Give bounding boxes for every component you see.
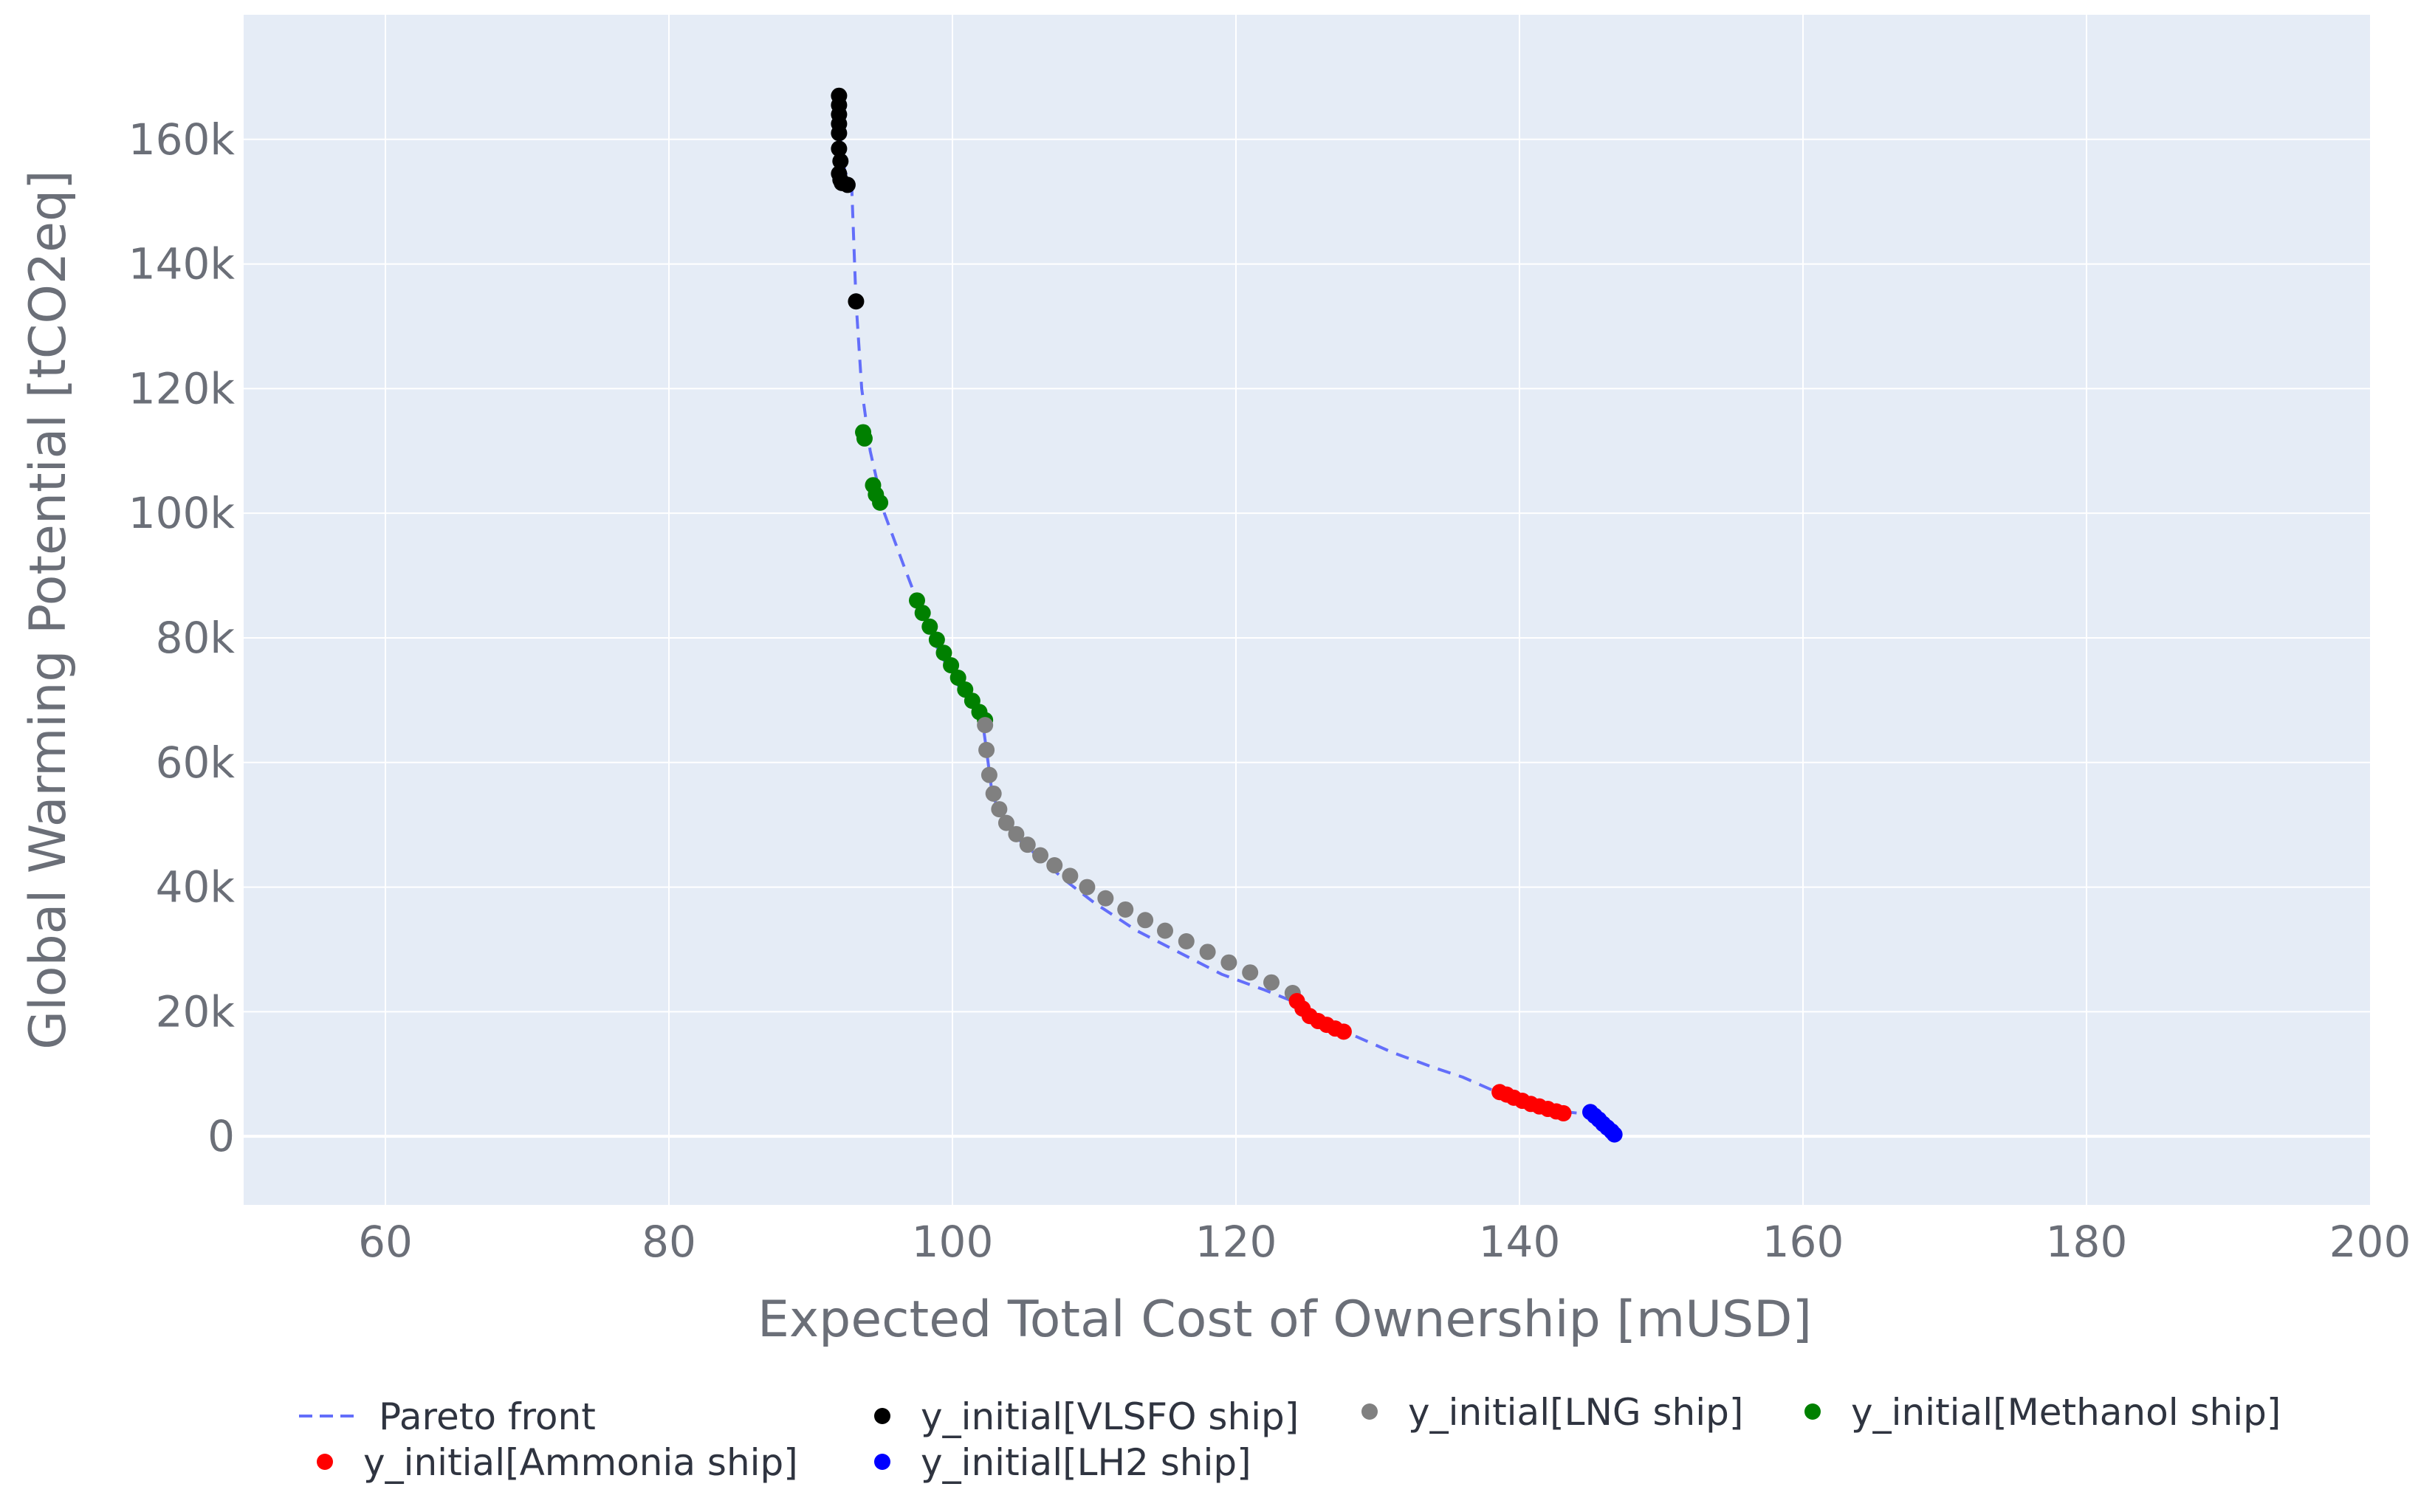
legend-dot-swatch	[874, 1408, 890, 1424]
y-initial-lng-ship-point	[1242, 964, 1259, 981]
y-initial-vlsfo-ship-points	[831, 87, 865, 310]
y-initial-vlsfo-ship-point	[831, 140, 848, 157]
y-initial-lng-ship-point	[1263, 974, 1280, 991]
x-tick-label: 80	[642, 1217, 696, 1267]
legend-item-y-initial-ammonia-ship[interactable]: y_initial[Ammonia ship]	[317, 1441, 798, 1484]
y-initial-methanol-ship-point	[943, 657, 960, 674]
y-initial-lh2-ship-points	[1582, 1104, 1623, 1143]
y-tick-label: 60k	[156, 738, 236, 788]
y-initial-lng-ship-point	[1032, 847, 1049, 864]
y-initial-lng-ship-point	[980, 766, 997, 783]
y-initial-lng-ship-point	[1137, 912, 1154, 929]
y-initial-ammonia-ship-point	[1335, 1023, 1352, 1040]
legend-label: Pareto front	[379, 1395, 596, 1438]
y-initial-methanol-ship-point	[921, 618, 938, 635]
y-initial-vlsfo-ship-point	[832, 153, 849, 170]
y-initial-lng-ship-point	[978, 741, 995, 758]
y-tick-label: 20k	[156, 986, 236, 1037]
y-tick-label: 140k	[128, 239, 236, 289]
y-initial-lng-ship-point	[997, 814, 1014, 831]
y-initial-lng-ship-points	[977, 717, 1301, 1002]
y-initial-vlsfo-ship-point	[848, 293, 865, 310]
y-initial-methanol-ship-point	[928, 631, 945, 648]
legend-item-y-initial-vlsfo-ship[interactable]: y_initial[VLSFO ship]	[874, 1395, 1299, 1438]
x-tick-label: 60	[358, 1217, 413, 1267]
y-initial-ammonia-ship-points	[1288, 993, 1572, 1121]
y-axis-title: Global Warming Potential [tCO2eq]	[19, 170, 78, 1049]
legend-label: y_initial[Methanol ship]	[1851, 1391, 2281, 1434]
legend-item-y-initial-lng-ship[interactable]: y_initial[LNG ship]	[1361, 1391, 1743, 1434]
x-axis-title: Expected Total Cost of Ownership [mUSD]	[758, 1291, 1812, 1349]
x-tick-label: 140	[1479, 1217, 1561, 1267]
x-tick-label: 180	[2046, 1217, 2128, 1267]
gridlines	[244, 15, 2370, 1205]
y-tick-label: 120k	[128, 363, 236, 413]
legend-item-y-initial-methanol-ship[interactable]: y_initial[Methanol ship]	[1804, 1391, 2281, 1434]
y-initial-lng-ship-point	[1220, 954, 1237, 971]
y-initial-lng-ship-point	[1079, 879, 1096, 896]
x-axis-ticks: 60 80 100 120 140 160 180 200	[358, 1217, 2411, 1267]
y-initial-lng-ship-point	[985, 785, 1002, 802]
y-tick-label: 160k	[128, 114, 236, 165]
legend-item-pareto-front[interactable]: Pareto front	[299, 1395, 596, 1438]
legend-dot-swatch	[1361, 1403, 1378, 1420]
series-layer	[831, 87, 1623, 1143]
plot-background	[244, 15, 2370, 1205]
legend: Pareto front y_initial[VLSFO ship] y_initi…	[299, 1391, 2281, 1484]
legend-item-y-initial-lh2-ship[interactable]: y_initial[LH2 ship]	[874, 1441, 1251, 1484]
y-tick-label: 80k	[156, 613, 236, 663]
y-tick-label: 0	[207, 1111, 235, 1161]
x-tick-label: 120	[1195, 1217, 1277, 1267]
y-initial-lng-ship-point	[1046, 857, 1063, 874]
legend-label: y_initial[Ammonia ship]	[363, 1441, 798, 1484]
y-initial-lng-ship-point	[977, 717, 994, 734]
y-initial-lh2-ship-point	[1606, 1126, 1623, 1143]
y-initial-ammonia-ship-point	[1555, 1104, 1572, 1121]
y-initial-lng-ship-point	[1019, 836, 1036, 853]
x-tick-label: 160	[1762, 1217, 1844, 1267]
y-initial-lng-ship-point	[1062, 867, 1079, 884]
y-initial-methanol-ship-point	[914, 605, 931, 622]
y-initial-methanol-ship-point	[949, 669, 966, 686]
legend-dot-swatch	[874, 1454, 890, 1470]
y-initial-vlsfo-ship-point	[831, 125, 848, 142]
y-initial-lng-ship-point	[991, 801, 1008, 818]
y-initial-methanol-ship-point	[872, 494, 889, 511]
y-initial-lng-ship-point	[1097, 890, 1114, 907]
y-initial-lng-ship-point	[1199, 944, 1216, 961]
y-initial-vlsfo-ship-point	[839, 176, 856, 193]
y-initial-lng-ship-point	[1008, 825, 1025, 842]
y-initial-methanol-ship-points	[855, 424, 994, 729]
y-initial-methanol-ship-point	[935, 645, 952, 662]
y-initial-lng-ship-point	[1157, 922, 1173, 939]
legend-dot-swatch	[317, 1454, 333, 1470]
y-initial-methanol-ship-point	[909, 592, 925, 609]
y-axis-ticks: 0 20k 40k 60k 80k 100k 120k 140k 160k	[128, 114, 236, 1161]
legend-label: y_initial[LH2 ship]	[921, 1441, 1251, 1484]
y-initial-lng-ship-point	[1117, 901, 1134, 918]
x-tick-label: 100	[912, 1217, 994, 1267]
y-tick-label: 100k	[128, 488, 236, 538]
y-initial-methanol-ship-point	[856, 430, 873, 447]
y-tick-label: 40k	[156, 862, 236, 913]
legend-label: y_initial[LNG ship]	[1408, 1391, 1743, 1434]
y-initial-lng-ship-point	[1178, 932, 1195, 949]
legend-label: y_initial[VLSFO ship]	[921, 1395, 1299, 1438]
x-tick-label: 200	[2329, 1217, 2411, 1267]
legend-dot-swatch	[1804, 1403, 1821, 1420]
